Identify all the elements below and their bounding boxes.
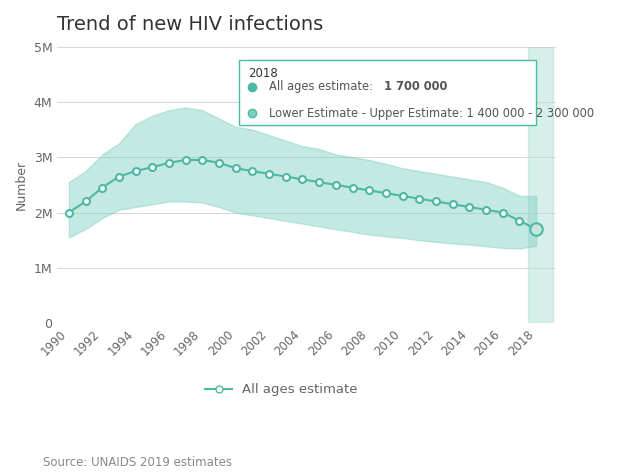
FancyBboxPatch shape <box>239 60 536 125</box>
Text: 1 700 000: 1 700 000 <box>384 80 448 93</box>
Text: All ages estimate:: All ages estimate: <box>269 80 377 93</box>
Text: 2018: 2018 <box>248 66 278 80</box>
Text: Source: UNAIDS 2019 estimates: Source: UNAIDS 2019 estimates <box>43 456 232 469</box>
Text: Lower Estimate - Upper Estimate: 1 400 000 - 2 300 000: Lower Estimate - Upper Estimate: 1 400 0… <box>269 106 595 120</box>
Text: Trend of new HIV infections: Trend of new HIV infections <box>57 15 324 34</box>
Y-axis label: Number: Number <box>15 160 28 210</box>
Bar <box>528 47 553 323</box>
Legend: All ages estimate: All ages estimate <box>200 378 363 402</box>
